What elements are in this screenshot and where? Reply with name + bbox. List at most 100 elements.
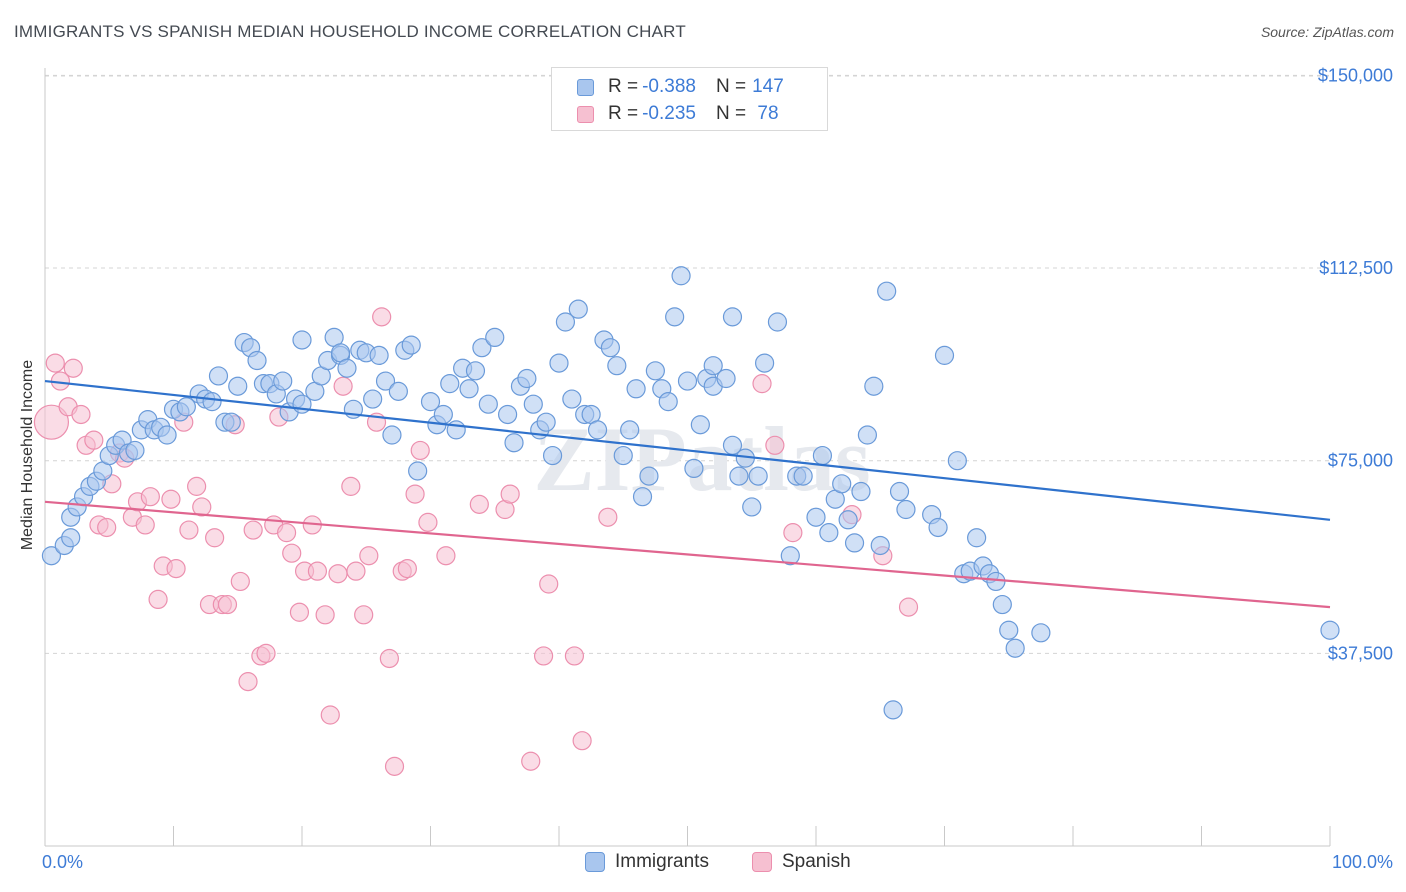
immigrants-point <box>684 458 704 479</box>
immigrants-point <box>337 358 357 378</box>
immigrants-point <box>157 425 177 445</box>
immigrants-point <box>748 466 768 486</box>
immigrants-point <box>408 461 428 481</box>
immigrants-point <box>504 433 524 453</box>
immigrants-legend-swatch <box>585 852 605 872</box>
immigrants-point <box>620 420 640 440</box>
immigrants-point <box>517 368 537 389</box>
spanish-trend-line <box>44 500 1331 609</box>
immigrants-point <box>742 497 762 517</box>
immigrants-point <box>549 353 569 373</box>
immigrants-point <box>851 481 871 502</box>
y-tick-labels: $37,500 $75,000 $112,500 $150,000 <box>1318 65 1393 663</box>
legend-r-value: -0.235 <box>642 103 696 124</box>
immigrants-point <box>754 353 775 373</box>
spanish-point <box>148 589 168 610</box>
spanish-point <box>205 528 225 548</box>
immigrants-point <box>947 451 967 471</box>
immigrants-point <box>478 394 498 414</box>
immigrants-point <box>870 535 890 556</box>
immigrants-point <box>832 474 852 494</box>
spanish-point <box>135 515 155 535</box>
spanish-point <box>372 307 392 327</box>
immigrants-point <box>896 499 916 520</box>
spanish-point <box>315 605 335 625</box>
legend-r-label: R = <box>608 76 639 97</box>
immigrants-point <box>465 361 486 381</box>
immigrants-point <box>420 392 441 412</box>
immigrants-point <box>857 425 878 445</box>
spanish-point <box>572 731 592 751</box>
trend-lines <box>44 379 1331 609</box>
immigrants-point <box>125 440 145 461</box>
immigrants-point <box>1320 620 1340 640</box>
spanish-point <box>192 497 212 517</box>
immigrants-point <box>780 546 800 566</box>
immigrants-points <box>41 266 1340 720</box>
spanish-point <box>97 517 117 538</box>
spanish-point <box>84 430 104 450</box>
spanish-point <box>898 597 919 617</box>
immigrants-point <box>812 445 833 466</box>
immigrants-point <box>607 356 627 376</box>
spanish-point <box>410 440 430 461</box>
immigrants-point <box>375 371 396 391</box>
immigrants-point <box>722 307 743 327</box>
spanish-point <box>539 574 559 594</box>
y-tick-label: $112,500 <box>1319 258 1393 278</box>
legend-n-label: N = <box>715 76 747 97</box>
spanish-point <box>307 561 328 581</box>
immigrants-point <box>472 338 492 358</box>
legend-n-value: 78 <box>752 103 779 124</box>
spanish-point <box>598 507 618 527</box>
immigrants-point <box>767 312 788 332</box>
spanish-point <box>45 353 65 373</box>
spanish-point <box>752 374 772 394</box>
legend-item-immigrants[interactable]: Immigrants <box>585 851 709 873</box>
immigrants-point <box>806 507 826 527</box>
spanish-point <box>397 558 417 579</box>
immigrants-point <box>716 368 736 389</box>
spanish-point <box>166 558 186 579</box>
legend-item-spanish[interactable]: Spanish <box>752 851 851 873</box>
immigrants-point <box>626 379 646 399</box>
immigrants-point <box>677 371 698 391</box>
immigrants-point <box>485 327 505 348</box>
series-legend: Immigrants Spanish <box>0 851 1406 877</box>
immigrants-point <box>433 404 453 425</box>
spanish-point <box>354 605 374 625</box>
spanish-point <box>276 523 297 543</box>
spanish-point <box>436 546 456 566</box>
source-label: Source: ZipAtlas.com <box>1260 24 1394 40</box>
spanish-swatch <box>577 105 594 123</box>
immigrants-point <box>1031 623 1051 643</box>
immigrants-swatch <box>577 78 594 96</box>
immigrants-point <box>382 425 402 445</box>
immigrants-point <box>889 481 910 502</box>
immigrants-point <box>864 376 884 396</box>
spanish-point <box>359 546 379 566</box>
immigrants-point <box>1005 638 1025 658</box>
legend-r-label: R = <box>608 103 639 124</box>
y-tick-label: $150,000 <box>1318 65 1393 85</box>
spanish-point <box>161 489 181 509</box>
immigrants-point <box>967 528 987 548</box>
immigrants-point <box>883 700 903 720</box>
spanish-point <box>230 571 250 592</box>
immigrants-point <box>388 381 408 401</box>
spanish-point <box>418 512 438 532</box>
legend-r-value: -0.388 <box>642 76 696 97</box>
immigrants-trend-line <box>44 379 1331 521</box>
spanish-point <box>238 672 258 692</box>
spanish-point <box>379 648 399 669</box>
immigrants-point <box>440 374 460 394</box>
spanish-point <box>179 520 199 540</box>
y-tick-label: $37,500 <box>1328 643 1393 663</box>
axes <box>44 68 1331 847</box>
immigrants-point <box>587 420 608 440</box>
immigrants-point <box>632 487 653 507</box>
immigrants-point <box>208 366 229 386</box>
immigrants-point <box>645 361 665 381</box>
x-tick-label-min: 0.0% <box>42 852 84 872</box>
